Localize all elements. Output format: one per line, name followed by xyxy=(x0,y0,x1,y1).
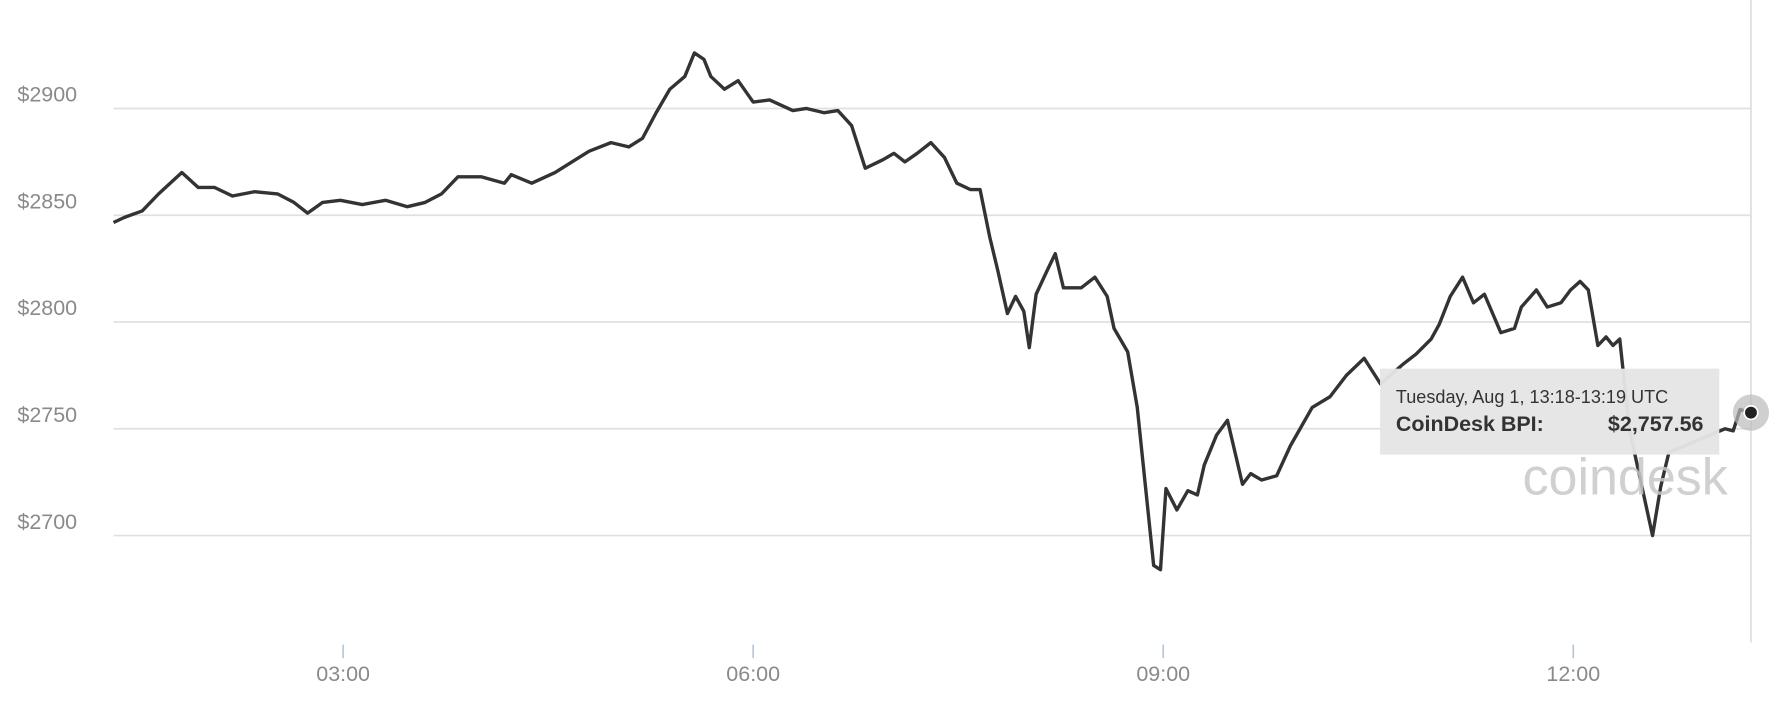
watermark: coindesk xyxy=(1523,448,1729,506)
tooltip-box xyxy=(1380,368,1720,455)
y-tick-label: $2850 xyxy=(17,189,77,213)
y-tick-label: $2900 xyxy=(17,83,77,107)
x-tick-label: 12:00 xyxy=(1546,662,1600,686)
tooltip-date: Tuesday, Aug 1, 13:18-13:19 UTC xyxy=(1396,387,1668,407)
line-series xyxy=(112,51,1752,572)
x-tick-label: 03:00 xyxy=(316,662,370,686)
y-tick-label: $2800 xyxy=(17,296,77,320)
x-tick-label: 06:00 xyxy=(726,662,780,686)
tooltip-value: $2,757.56 xyxy=(1608,412,1704,436)
y-tick-label: $2750 xyxy=(17,403,77,427)
hover-point[interactable] xyxy=(1743,405,1759,421)
y-tick-label: $2700 xyxy=(17,510,77,534)
x-tick-label: 09:00 xyxy=(1136,662,1190,686)
tooltip-label: CoinDesk BPI: xyxy=(1396,412,1544,436)
